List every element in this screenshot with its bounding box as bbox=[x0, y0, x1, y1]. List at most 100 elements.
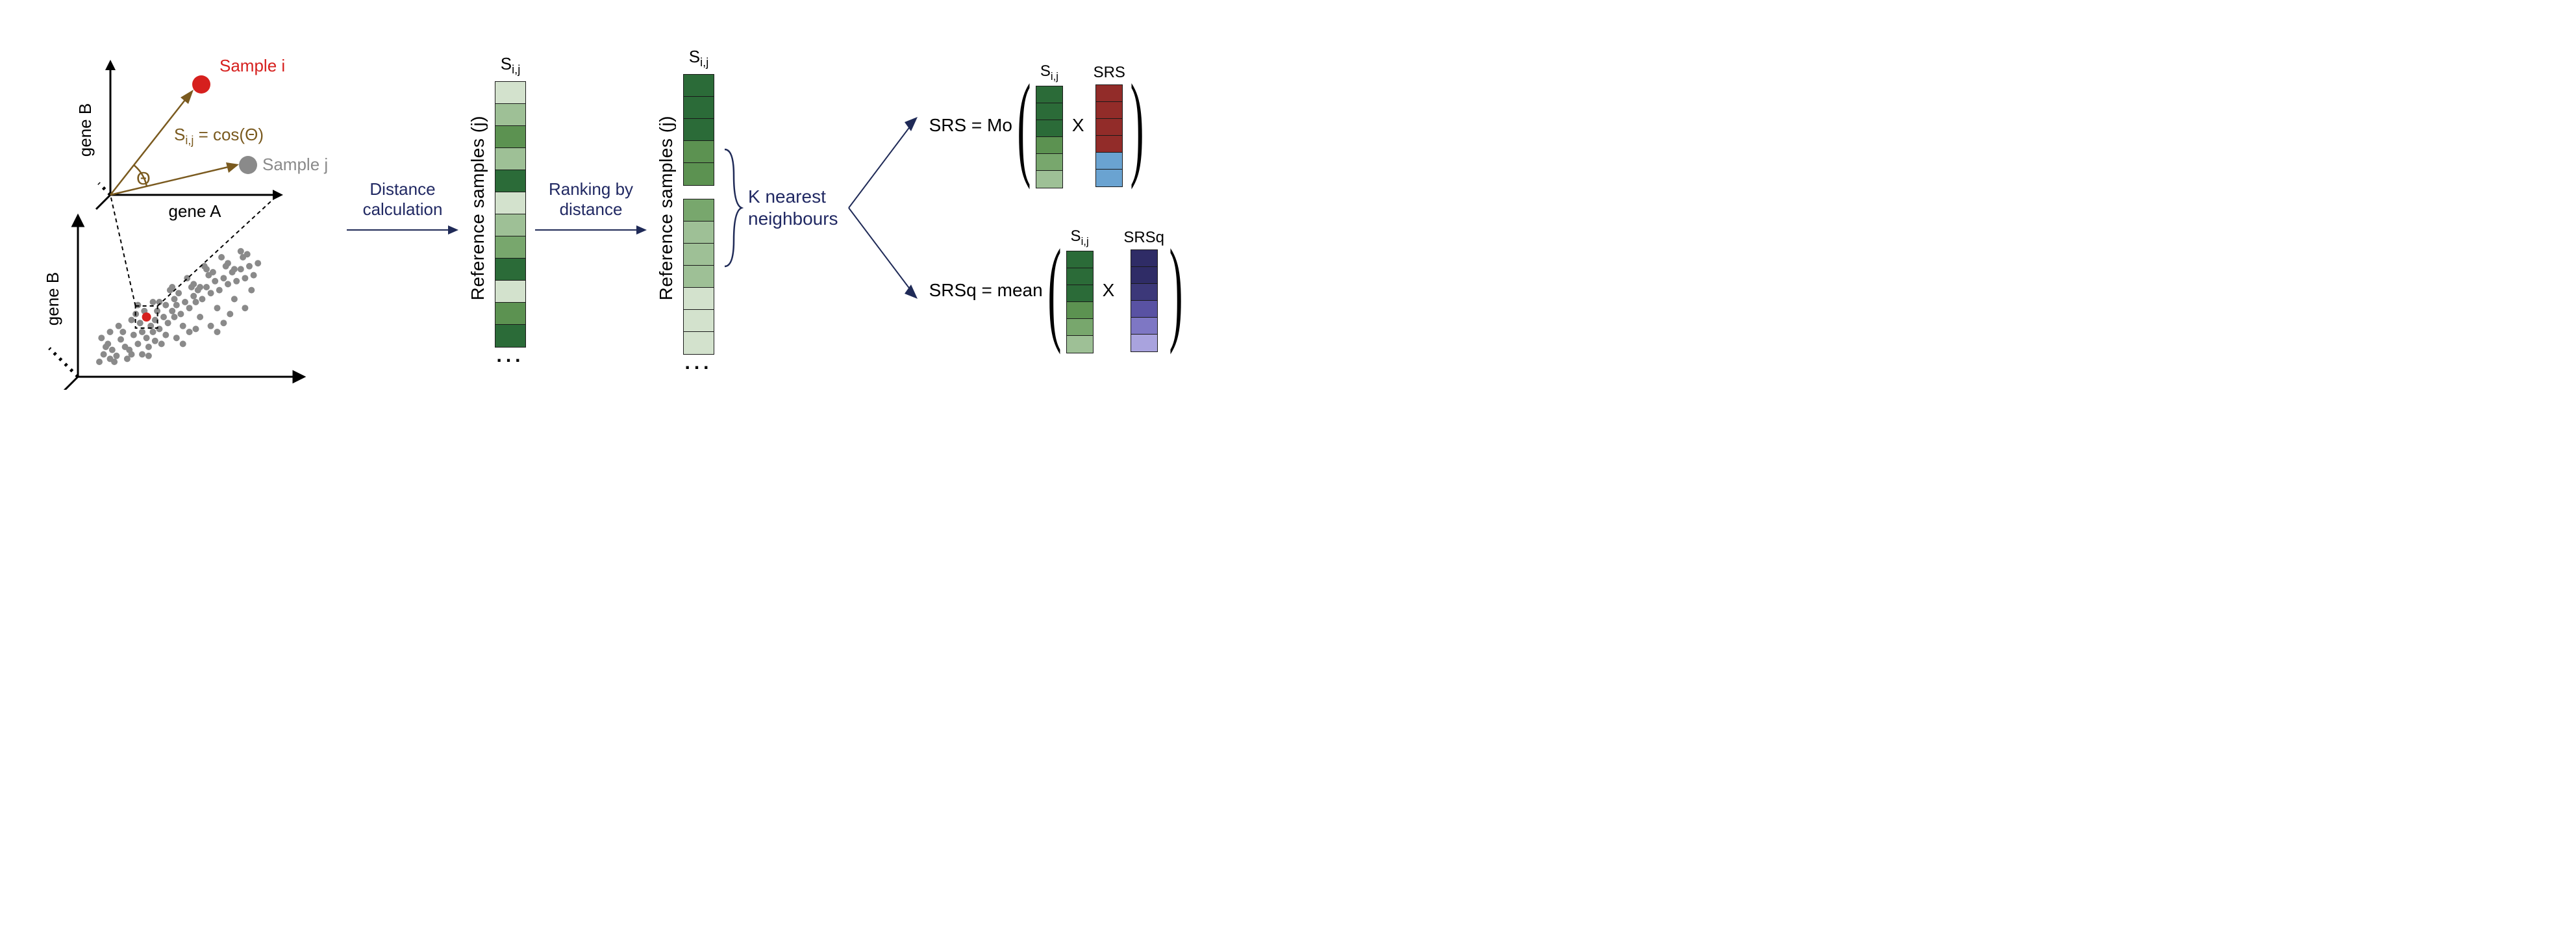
arrow1-line2: calculation bbox=[363, 199, 443, 219]
scatter-point bbox=[131, 332, 137, 338]
strip1-vlabel: Reference samples (j) bbox=[468, 116, 488, 300]
srsq-right-title: SRSq bbox=[1123, 229, 1164, 247]
inset-sample-j bbox=[239, 156, 257, 174]
scatter-point bbox=[186, 305, 193, 311]
scatter-point bbox=[162, 332, 169, 338]
scatter-point bbox=[139, 351, 145, 358]
strip1-ellipsis: ... bbox=[496, 350, 524, 362]
scatter-point bbox=[186, 329, 193, 335]
strip1-title: Si,j bbox=[501, 54, 520, 77]
scatter-point bbox=[173, 335, 180, 341]
scatter-point bbox=[242, 275, 248, 281]
scatter-point bbox=[175, 290, 182, 296]
arrow2-line2: distance bbox=[560, 199, 623, 219]
cell bbox=[1131, 301, 1157, 318]
scatter-point bbox=[119, 329, 126, 335]
cell bbox=[1131, 267, 1157, 284]
scatter-point bbox=[96, 359, 103, 365]
scatter-point bbox=[225, 260, 231, 266]
scatter-point bbox=[144, 335, 150, 341]
cell bbox=[684, 97, 714, 119]
scatter-point bbox=[251, 272, 257, 279]
scatter-point bbox=[231, 266, 238, 272]
cell bbox=[495, 104, 525, 126]
arrow-distance-calc: Distancecalculation bbox=[344, 179, 461, 236]
cos-formula: Si,j = cos(Θ) bbox=[174, 125, 264, 147]
cell bbox=[1036, 137, 1062, 154]
inset-sample-i bbox=[192, 75, 210, 94]
scatter-point bbox=[180, 340, 186, 347]
cell bbox=[495, 126, 525, 148]
scatter-point bbox=[220, 275, 227, 281]
cell bbox=[1131, 250, 1157, 267]
scatter-point bbox=[103, 344, 109, 350]
scatter-point bbox=[238, 248, 244, 255]
strip2-bottom bbox=[683, 199, 714, 355]
scatter-point bbox=[129, 317, 135, 324]
cell bbox=[495, 303, 525, 325]
cell bbox=[1131, 284, 1157, 301]
strip-unranked: Reference samples (j) Si,j ... bbox=[468, 54, 526, 361]
cell bbox=[1067, 302, 1093, 319]
scatter-point bbox=[190, 293, 197, 299]
cell bbox=[1131, 318, 1157, 335]
cell bbox=[684, 75, 714, 97]
cell bbox=[495, 214, 525, 236]
cell bbox=[1096, 136, 1122, 153]
cell bbox=[1067, 319, 1093, 336]
arrow1-line1: Distance bbox=[369, 179, 435, 199]
cell bbox=[684, 163, 714, 185]
srsq-sij-title: Si,j bbox=[1071, 227, 1089, 248]
workflow-diagram: gene A gene B bbox=[26, 26, 2550, 390]
cell bbox=[684, 141, 714, 163]
main-xlabel: gene A bbox=[156, 386, 209, 390]
scatter-point bbox=[190, 281, 197, 287]
scatter-point bbox=[180, 323, 186, 329]
cell bbox=[684, 288, 714, 310]
srsq-lhs: SRSq = mean bbox=[929, 280, 1043, 301]
cell bbox=[684, 119, 714, 141]
scatter-svg: gene A gene B bbox=[26, 26, 338, 390]
sample-i-label: Sample i bbox=[219, 56, 285, 75]
knn-line2: neighbours bbox=[748, 209, 838, 229]
scatter-point bbox=[150, 329, 156, 335]
scatter-point bbox=[156, 325, 162, 332]
cell bbox=[684, 199, 714, 222]
strip-ranked: Reference samples (j) Si,j ... bbox=[656, 47, 714, 368]
scatter-point bbox=[98, 335, 105, 341]
scatter-point bbox=[113, 353, 119, 359]
srsq-x: X bbox=[1103, 280, 1115, 301]
inset-ylabel: gene B bbox=[75, 103, 95, 157]
scatter-point bbox=[220, 320, 227, 326]
scatter-point bbox=[197, 284, 203, 290]
cell bbox=[495, 148, 525, 170]
knn-line1: K nearest bbox=[748, 186, 826, 207]
srsq-formula: SRSq = mean ( Si,j X SRSq ) bbox=[929, 227, 1181, 353]
cell bbox=[495, 259, 525, 281]
scatter-point bbox=[124, 355, 131, 362]
scatter-point bbox=[193, 299, 199, 305]
scatter-point bbox=[218, 254, 225, 260]
srs-right-title: SRS bbox=[1094, 64, 1125, 82]
cell bbox=[1036, 120, 1062, 137]
scatter-point bbox=[214, 305, 221, 311]
cell bbox=[495, 192, 525, 214]
cell bbox=[684, 222, 714, 244]
main-ylabel: gene B bbox=[43, 272, 62, 325]
highlight-point bbox=[142, 312, 151, 322]
knn-brace: K nearestneighbours bbox=[721, 143, 838, 273]
cell bbox=[1036, 86, 1062, 103]
srs-left-col bbox=[1036, 86, 1063, 188]
scatter-point bbox=[225, 281, 231, 287]
scatter-point bbox=[116, 323, 122, 329]
scatter-point bbox=[248, 287, 255, 294]
srsq-left-col bbox=[1066, 251, 1094, 353]
formulas: SRS = Mo ( Si,j X SRS ) SRSq = mean ( S bbox=[929, 62, 1181, 353]
scatter-point bbox=[150, 299, 156, 305]
srs-formula: SRS = Mo ( Si,j X SRS ) bbox=[929, 62, 1181, 188]
scatter-point bbox=[242, 305, 248, 311]
scatter-point bbox=[145, 344, 152, 350]
scatter-point bbox=[193, 325, 199, 332]
cell bbox=[684, 310, 714, 332]
arrow2-line1: Ranking by bbox=[549, 179, 633, 199]
